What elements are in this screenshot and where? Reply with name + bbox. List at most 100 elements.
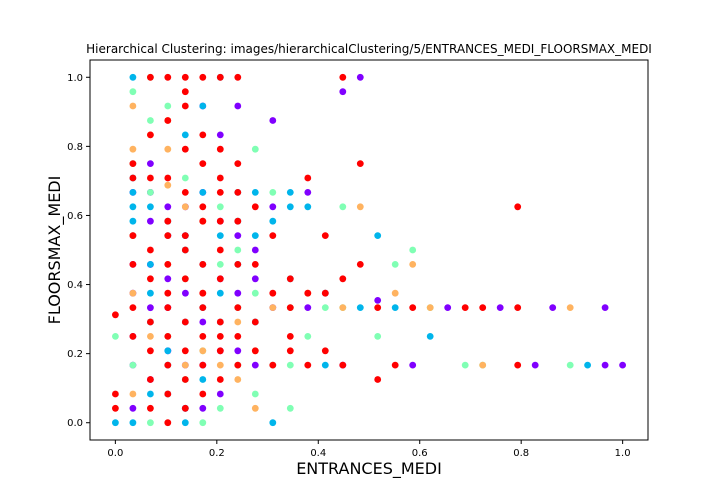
data-point-cluster-2-11 bbox=[216, 203, 224, 211]
data-point-cluster-0-21 bbox=[374, 297, 382, 304]
data-point-cluster-1-42 bbox=[147, 289, 154, 297]
data-point-cluster-0-24 bbox=[496, 304, 504, 311]
data-point-cluster-2-26 bbox=[461, 361, 469, 369]
data-point-cluster-3-8 bbox=[199, 347, 207, 355]
data-point-cluster-4-52 bbox=[234, 304, 242, 311]
data-point-cluster-1-13 bbox=[216, 232, 224, 240]
x-tick-label-3: 0.6 bbox=[412, 448, 428, 459]
data-point-cluster-2-18 bbox=[304, 333, 312, 340]
data-point-cluster-4-71 bbox=[321, 347, 329, 355]
data-point-cluster-3-10 bbox=[234, 376, 242, 383]
data-point-cluster-4-75 bbox=[269, 361, 277, 369]
data-point-cluster-3-16 bbox=[356, 203, 364, 211]
data-point-cluster-2-4 bbox=[164, 102, 172, 110]
data-point-cluster-4-78 bbox=[391, 361, 399, 369]
data-point-cluster-4-86 bbox=[199, 390, 207, 398]
points-layer bbox=[112, 73, 626, 427]
data-point-cluster-1-16 bbox=[251, 232, 259, 240]
data-point-cluster-4-63 bbox=[251, 318, 259, 326]
x-tick-label-4: 0.8 bbox=[513, 448, 529, 459]
data-point-cluster-4-99 bbox=[251, 347, 259, 355]
data-point-cluster-0-57 bbox=[304, 304, 312, 311]
plot-area bbox=[90, 60, 648, 440]
data-point-cluster-0-23 bbox=[444, 304, 452, 311]
data-point-cluster-1-10 bbox=[199, 102, 207, 110]
x-tick-label-1: 0.2 bbox=[209, 448, 225, 459]
data-point-cluster-4-62 bbox=[216, 318, 224, 326]
y-tick-label-5: 1.0 bbox=[67, 73, 83, 84]
data-point-cluster-4-13 bbox=[129, 160, 137, 168]
data-point-cluster-0-2 bbox=[147, 304, 154, 312]
data-point-cluster-4-66 bbox=[234, 333, 242, 340]
data-point-cluster-4-9 bbox=[164, 117, 172, 124]
data-point-cluster-4-74 bbox=[234, 361, 242, 369]
data-point-cluster-4-17 bbox=[129, 174, 137, 182]
data-point-cluster-4-24 bbox=[164, 217, 172, 225]
data-point-cluster-1-21 bbox=[304, 203, 312, 211]
data-point-cluster-0-20 bbox=[356, 73, 364, 81]
data-point-cluster-4-88 bbox=[181, 404, 189, 412]
data-point-cluster-1-20 bbox=[286, 203, 294, 211]
data-point-cluster-0-14 bbox=[269, 117, 277, 124]
data-point-cluster-4-92 bbox=[304, 174, 312, 182]
data-point-cluster-0-28 bbox=[601, 361, 609, 369]
data-point-cluster-2-15 bbox=[269, 189, 277, 196]
data-point-cluster-4-58 bbox=[514, 304, 522, 311]
data-point-cluster-4-98 bbox=[129, 333, 137, 340]
data-point-cluster-4-21 bbox=[216, 189, 224, 196]
data-point-cluster-4-79 bbox=[514, 361, 522, 369]
data-point-cluster-1-22 bbox=[321, 361, 329, 369]
data-point-cluster-3-24 bbox=[129, 289, 137, 297]
data-point-cluster-1-25 bbox=[391, 304, 399, 311]
data-point-cluster-4-84 bbox=[112, 390, 119, 398]
data-point-cluster-2-31 bbox=[147, 419, 154, 427]
data-point-cluster-4-45 bbox=[199, 289, 207, 297]
data-point-cluster-4-33 bbox=[147, 246, 154, 254]
data-point-cluster-4-8 bbox=[181, 102, 189, 110]
data-point-cluster-4-56 bbox=[461, 304, 469, 311]
data-point-cluster-2-9 bbox=[216, 404, 224, 412]
data-point-cluster-4-28 bbox=[129, 232, 137, 240]
data-point-cluster-4-6 bbox=[339, 73, 347, 81]
data-point-cluster-2-28 bbox=[566, 361, 574, 369]
y-tick-label-0: 0.0 bbox=[67, 418, 83, 429]
data-point-cluster-4-38 bbox=[234, 261, 242, 268]
data-point-cluster-4-76 bbox=[304, 361, 312, 369]
data-point-cluster-1-27 bbox=[584, 361, 591, 369]
data-point-cluster-4-35 bbox=[216, 246, 224, 254]
data-point-cluster-4-27 bbox=[234, 217, 242, 225]
data-point-cluster-4-80 bbox=[147, 376, 154, 383]
data-point-cluster-4-89 bbox=[112, 404, 119, 412]
data-point-cluster-4-51 bbox=[199, 304, 207, 311]
data-point-cluster-0-6 bbox=[182, 289, 189, 297]
data-point-cluster-1-2 bbox=[129, 217, 137, 225]
data-point-cluster-0-34 bbox=[164, 275, 172, 283]
data-point-cluster-1-24 bbox=[374, 232, 382, 240]
data-point-cluster-4-54 bbox=[374, 304, 382, 311]
data-point-cluster-1-38 bbox=[286, 189, 294, 196]
x-tick-label-0: 0.0 bbox=[107, 448, 123, 459]
data-point-cluster-3-15 bbox=[339, 304, 347, 311]
data-point-cluster-2-23 bbox=[391, 261, 399, 268]
data-point-cluster-0-26 bbox=[549, 304, 557, 311]
data-point-cluster-1-44 bbox=[181, 419, 189, 427]
data-point-cluster-0-31 bbox=[199, 404, 207, 412]
data-point-cluster-0-45 bbox=[234, 347, 242, 355]
data-point-cluster-4-49 bbox=[129, 304, 137, 311]
data-point-cluster-3-21 bbox=[566, 304, 574, 311]
data-point-cluster-1-32 bbox=[147, 390, 154, 398]
data-point-cluster-3-6 bbox=[181, 203, 189, 211]
data-point-cluster-0-54 bbox=[199, 318, 207, 326]
data-point-cluster-2-37 bbox=[251, 390, 259, 398]
data-point-cluster-2-14 bbox=[251, 289, 259, 297]
data-point-cluster-4-7 bbox=[181, 88, 189, 96]
data-point-cluster-3-4 bbox=[164, 145, 172, 153]
data-point-cluster-4-87 bbox=[147, 404, 154, 412]
data-point-cluster-2-10 bbox=[216, 261, 224, 268]
data-point-cluster-0-30 bbox=[147, 160, 154, 168]
data-point-cluster-0-12 bbox=[234, 102, 242, 110]
data-point-cluster-3-26 bbox=[181, 361, 189, 369]
data-point-cluster-4-95 bbox=[234, 189, 242, 196]
data-point-cluster-0-47 bbox=[164, 203, 172, 211]
